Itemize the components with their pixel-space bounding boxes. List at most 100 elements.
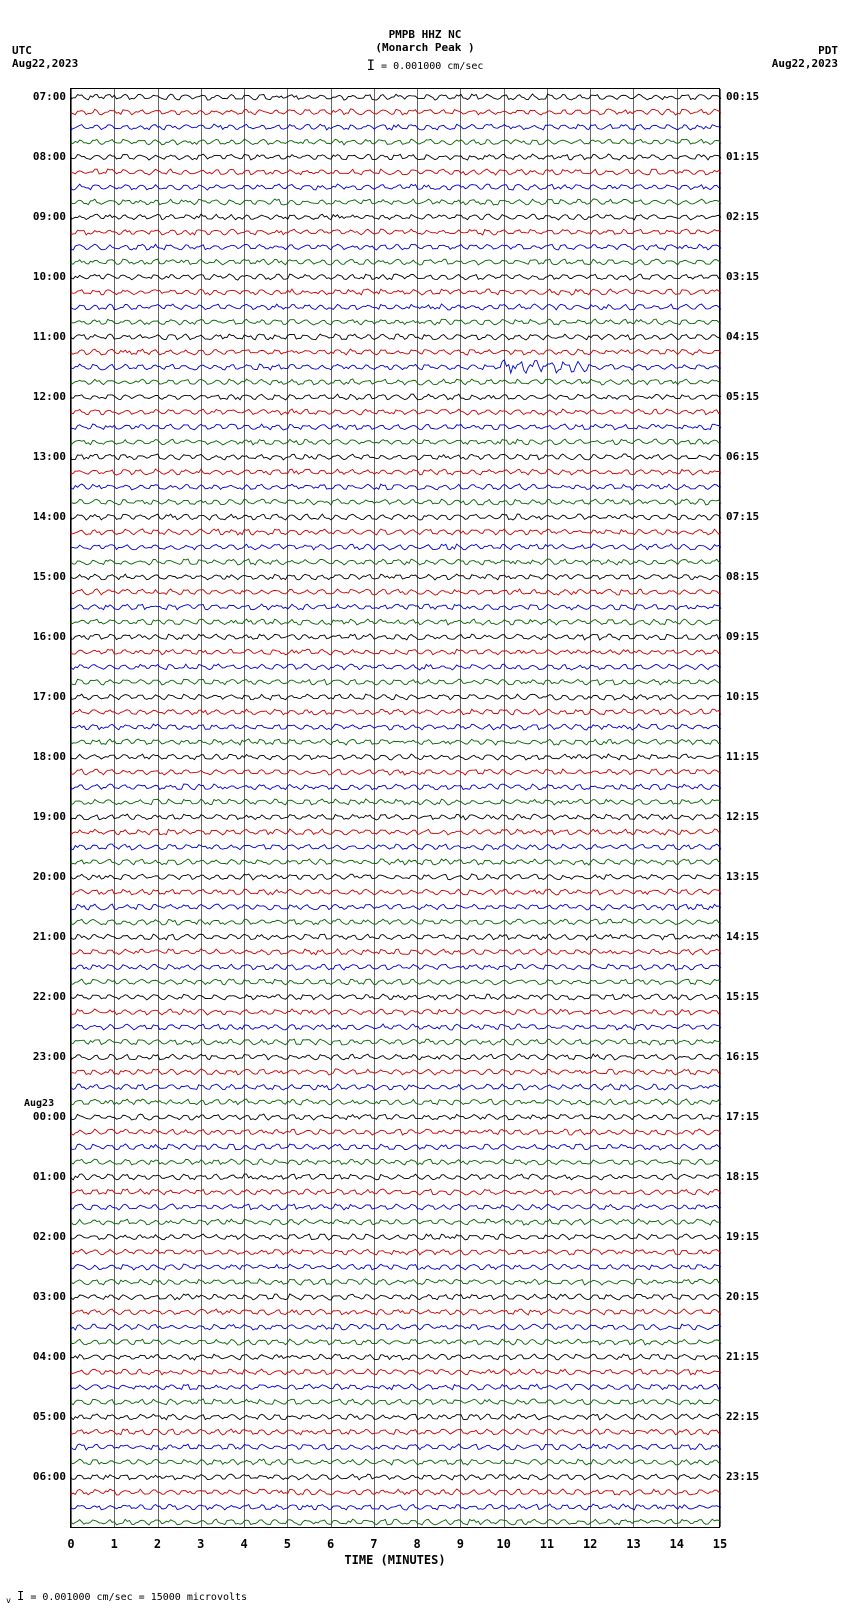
- seismic-trace: [71, 629, 721, 645]
- hour-label-right: 07:15: [726, 510, 786, 523]
- xaxis-tick: 11: [540, 1537, 554, 1551]
- seismic-trace: [71, 269, 721, 285]
- seismic-trace: [71, 419, 721, 435]
- hour-label-left: 16:00: [4, 630, 66, 643]
- seismic-trace: [71, 1424, 721, 1440]
- seismic-trace: [71, 254, 721, 270]
- seismic-trace: [71, 509, 721, 525]
- hour-label-right: 12:15: [726, 810, 786, 823]
- seismic-trace: [71, 899, 721, 915]
- seismic-trace: [71, 689, 721, 705]
- hour-label-left: 12:00: [4, 390, 66, 403]
- seismic-trace: [71, 1124, 721, 1140]
- seismic-trace: [71, 839, 721, 855]
- seismic-trace: [71, 1184, 721, 1200]
- seismic-trace: [71, 1034, 721, 1050]
- hour-label-right: 08:15: [726, 570, 786, 583]
- seismic-trace: [71, 884, 721, 900]
- seismic-trace: [71, 1379, 721, 1395]
- seismic-trace: [71, 1229, 721, 1245]
- seismic-trace: [71, 284, 721, 300]
- timezone-left: UTC Aug22,2023: [12, 44, 78, 70]
- seismic-trace: [71, 404, 721, 420]
- xaxis-tick: 9: [457, 1537, 464, 1551]
- hour-label-left: 02:00: [4, 1230, 66, 1243]
- xaxis-tick: 2: [154, 1537, 161, 1551]
- seismic-trace: [71, 764, 721, 780]
- timezone-right: PDT Aug22,2023: [772, 44, 838, 70]
- hour-label-right: 11:15: [726, 750, 786, 763]
- hour-label-left: 11:00: [4, 330, 66, 343]
- hour-label-right: 05:15: [726, 390, 786, 403]
- seismic-trace: [71, 644, 721, 660]
- xaxis-tick: 6: [327, 1537, 334, 1551]
- hour-label-left: 04:00: [4, 1350, 66, 1363]
- seismic-trace: [71, 389, 721, 405]
- xaxis-tick: 14: [669, 1537, 683, 1551]
- seismic-trace: [71, 854, 721, 870]
- seismic-trace: [71, 1334, 721, 1350]
- seismic-trace: [71, 959, 721, 975]
- seismic-trace: [71, 314, 721, 330]
- xaxis-tick: 1: [111, 1537, 118, 1551]
- seismic-trace: [71, 1079, 721, 1095]
- station-code: PMPB HHZ NC: [0, 0, 850, 41]
- mid-date-label: Aug23: [24, 1098, 54, 1109]
- seismic-trace: [71, 1094, 721, 1110]
- seismic-trace: [71, 914, 721, 930]
- hour-label-left: 01:00: [4, 1170, 66, 1183]
- xaxis-tick: 4: [240, 1537, 247, 1551]
- xaxis-tick: 7: [370, 1537, 377, 1551]
- seismic-trace: [71, 974, 721, 990]
- seismic-trace: [71, 359, 721, 375]
- hour-label-right: 19:15: [726, 1230, 786, 1243]
- seismic-trace: [71, 524, 721, 540]
- hour-label-right: 04:15: [726, 330, 786, 343]
- hour-label-right: 20:15: [726, 1290, 786, 1303]
- seismic-trace: [71, 1109, 721, 1125]
- footer-text: = 0.001000 cm/sec = 15000 microvolts: [30, 1592, 247, 1603]
- tz-left-code: UTC: [12, 44, 32, 57]
- hour-label-left: 13:00: [4, 450, 66, 463]
- seismic-trace: [71, 1394, 721, 1410]
- seismic-trace: [71, 1049, 721, 1065]
- seismic-trace: [71, 134, 721, 150]
- hour-label-right: 13:15: [726, 870, 786, 883]
- seismic-trace: [71, 989, 721, 1005]
- hour-label-left: 17:00: [4, 690, 66, 703]
- seismic-trace: [71, 1214, 721, 1230]
- tz-right-code: PDT: [818, 44, 838, 57]
- seismic-trace: [71, 1439, 721, 1455]
- hour-label-left: 18:00: [4, 750, 66, 763]
- seismic-trace: [71, 1454, 721, 1470]
- seismic-trace: [71, 494, 721, 510]
- hour-label-left: 08:00: [4, 150, 66, 163]
- hour-label-right: 09:15: [726, 630, 786, 643]
- seismic-trace: [71, 1514, 721, 1530]
- hour-label-left: 22:00: [4, 990, 66, 1003]
- hour-label-left: 07:00: [4, 90, 66, 103]
- hour-label-right: 16:15: [726, 1050, 786, 1063]
- hour-label-left: 15:00: [4, 570, 66, 583]
- seismic-trace: [71, 869, 721, 885]
- seismic-trace: [71, 1304, 721, 1320]
- seismic-trace: [71, 329, 721, 345]
- seismic-trace: [71, 734, 721, 750]
- seismic-trace: [71, 944, 721, 960]
- xaxis-tick: 12: [583, 1537, 597, 1551]
- hour-label-right: 15:15: [726, 990, 786, 1003]
- seismogram-plot: 0123456789101112131415TIME (MINUTES): [70, 88, 720, 1528]
- seismic-trace: [71, 194, 721, 210]
- station-name: (Monarch Peak ): [0, 41, 850, 54]
- seismic-trace: [71, 1004, 721, 1020]
- hour-label-left: 20:00: [4, 870, 66, 883]
- seismic-trace: [71, 344, 721, 360]
- seismic-trace: [71, 704, 721, 720]
- seismic-trace: [71, 779, 721, 795]
- xaxis-tick: 15: [713, 1537, 727, 1551]
- hour-label-right: 02:15: [726, 210, 786, 223]
- seismic-trace: [71, 119, 721, 135]
- xaxis-tick: 0: [67, 1537, 74, 1551]
- hour-label-right: 10:15: [726, 690, 786, 703]
- scale-text: = 0.001000 cm/sec: [381, 61, 483, 72]
